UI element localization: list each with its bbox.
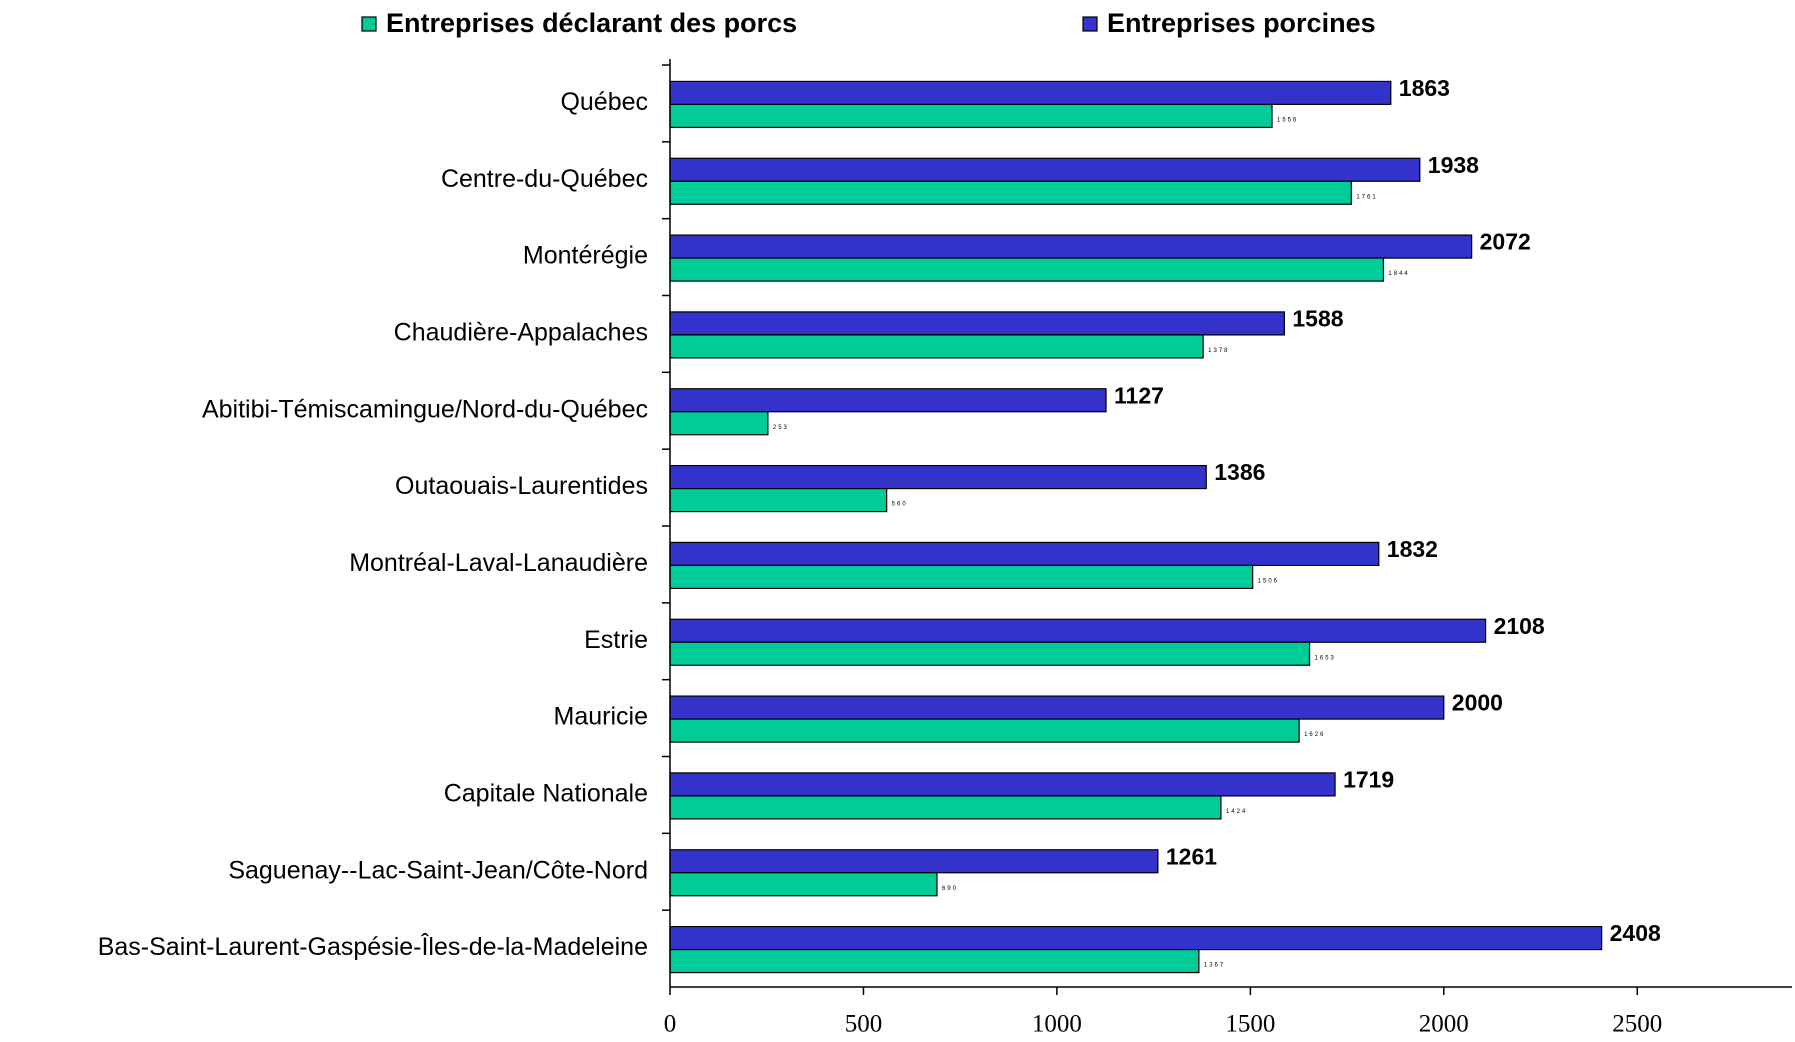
category-label: Chaudière-Appalaches	[394, 319, 648, 347]
bar	[669, 334, 1204, 359]
bar	[669, 948, 1200, 974]
value-label: 1556	[1277, 117, 1298, 123]
bar	[669, 487, 888, 513]
legend-label: Entreprises porcines	[1107, 8, 1376, 38]
value-label: 1844	[1388, 271, 1409, 277]
value-label: 1127	[1114, 382, 1164, 408]
bar	[669, 872, 938, 897]
bar	[669, 257, 1385, 282]
bar	[669, 388, 1107, 413]
value-label: 560	[892, 502, 908, 508]
bar	[669, 618, 1487, 643]
legend-label: Entreprises déclarant des porcs	[386, 8, 797, 38]
bar	[669, 541, 1380, 567]
value-label: 253	[773, 425, 789, 431]
bar	[669, 795, 1222, 820]
value-label: 1719	[1343, 766, 1394, 792]
category-label: Québec	[560, 88, 648, 116]
bar	[669, 103, 1273, 129]
bar	[669, 311, 1285, 336]
category-label: Saguenay--Lac-Saint-Jean/Côte-Nord	[228, 856, 648, 884]
bar	[669, 772, 1336, 797]
x-tick-label: 2000	[1419, 1011, 1469, 1038]
category-label: Capitale Nationale	[444, 780, 648, 808]
value-label: 1938	[1428, 152, 1479, 178]
legend-swatch	[1082, 16, 1098, 32]
value-label: 2108	[1494, 613, 1545, 639]
category-label: Mauricie	[554, 703, 648, 731]
bar	[669, 80, 1392, 106]
value-label: 690	[942, 886, 958, 892]
value-label: 1653	[1315, 655, 1336, 661]
value-label: 2000	[1452, 690, 1503, 716]
bar	[669, 718, 1300, 743]
category-label: Outaouais-Laurentides	[395, 472, 648, 500]
bar	[669, 564, 1254, 590]
value-label: 1424	[1226, 809, 1247, 815]
x-tick-label: 1500	[1225, 1011, 1275, 1038]
bar	[669, 695, 1445, 720]
category-label: Estrie	[584, 626, 648, 654]
x-tick-label: 1000	[1032, 1011, 1082, 1038]
value-label: 1367	[1204, 963, 1225, 969]
value-label: 1626	[1304, 732, 1325, 738]
bar	[669, 411, 769, 436]
value-label: 1588	[1292, 305, 1343, 331]
bar	[669, 234, 1473, 259]
value-label: 2072	[1480, 229, 1531, 255]
bar	[669, 925, 1603, 951]
x-tick-label: 0	[664, 1011, 677, 1038]
value-label: 1863	[1399, 75, 1450, 101]
category-label: Montérégie	[523, 242, 648, 270]
value-label: 1832	[1387, 536, 1438, 562]
bar	[669, 157, 1421, 182]
value-label: 1506	[1258, 578, 1279, 584]
bar	[669, 849, 1159, 874]
value-label: 2408	[1610, 920, 1661, 946]
value-label: 1261	[1166, 843, 1217, 869]
category-label: Montréal-Laval-Lanaudière	[349, 549, 648, 577]
x-tick-label: 500	[845, 1011, 883, 1038]
category-label: Centre-du-Québec	[441, 165, 648, 193]
bar	[669, 464, 1207, 490]
x-tick-label: 2500	[1612, 1011, 1662, 1038]
legend-swatch	[361, 16, 377, 32]
value-label: 1761	[1356, 194, 1377, 200]
category-label: Abitibi-Témiscamingue/Nord-du-Québec	[202, 395, 648, 423]
value-label: 1378	[1208, 348, 1229, 354]
bar	[669, 180, 1352, 205]
bar	[669, 641, 1311, 666]
value-label: 1386	[1214, 459, 1265, 485]
category-label: Bas-Saint-Laurent-Gaspésie-Îles-de-la-Ma…	[98, 932, 648, 961]
